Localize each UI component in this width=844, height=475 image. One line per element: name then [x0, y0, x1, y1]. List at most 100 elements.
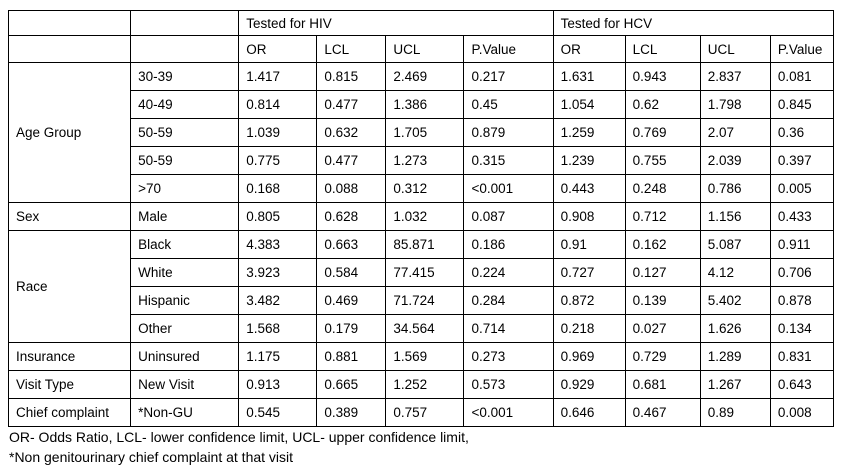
column-group-hiv: Tested for HIV: [238, 10, 554, 36]
cell-hcv-pvalue: 0.911: [769, 230, 835, 259]
subcategory-cell: Other: [130, 314, 240, 343]
col-header-hiv-or: OR: [238, 35, 318, 63]
cell-hcv-pvalue: 0.878: [769, 286, 835, 315]
cell-hiv-ucl: 1.252: [385, 370, 465, 399]
cell-hcv-or: 0.443: [552, 174, 626, 203]
cell-hiv-lcl: 0.815: [316, 62, 387, 91]
cell-hcv-lcl: 0.769: [624, 118, 701, 147]
cell-hcv-or: 0.908: [552, 202, 626, 231]
cell-hcv-ucl: 0.89: [699, 398, 771, 427]
cell-hcv-ucl: 1.798: [699, 90, 771, 119]
cell-hiv-ucl: 1.386: [385, 90, 465, 119]
cell-hcv-ucl: 1.156: [699, 202, 771, 231]
cell-hcv-ucl: 2.039: [699, 146, 771, 175]
cell-hcv-lcl: 0.62: [624, 90, 701, 119]
cell-hcv-lcl: 0.943: [624, 62, 701, 91]
cell-hiv-pvalue: 0.879: [463, 118, 554, 147]
cell-hiv-ucl: 34.564: [385, 314, 465, 343]
subcategory-cell: Black: [130, 230, 240, 259]
cell-hcv-ucl: 2.07: [699, 118, 771, 147]
cell-hiv-or: 0.775: [238, 146, 318, 175]
cell-hcv-or: 1.631: [552, 62, 626, 91]
table-row: Hispanic 3.482 0.469 71.724 0.284 0.872 …: [9, 286, 835, 315]
cell-hcv-pvalue: 0.008: [769, 398, 835, 427]
table-row: Insurance Uninsured 1.175 0.881 1.569 0.…: [7, 342, 835, 371]
cell-hiv-lcl: 0.179: [316, 314, 387, 343]
cell-hiv-lcl: 0.477: [316, 90, 387, 119]
table-row: 40-49 0.814 0.477 1.386 0.45 1.054 0.62 …: [9, 90, 835, 119]
cell-hcv-ucl: 5.402: [699, 286, 771, 315]
cell-hiv-pvalue: 0.273: [463, 342, 554, 371]
cell-hiv-pvalue: <0.001: [463, 398, 554, 427]
subcategory-cell: 50-59: [130, 118, 240, 147]
col-header-hcv-pvalue: P.Value: [769, 35, 835, 63]
cell-hiv-pvalue: 0.186: [463, 230, 554, 259]
cell-hiv-or: 0.168: [238, 174, 318, 203]
cell-hiv-ucl: 85.871: [385, 230, 465, 259]
cell-hcv-lcl: 0.127: [624, 258, 701, 287]
header-spacer-cell: [7, 10, 132, 36]
cell-hcv-ucl: 2.837: [699, 62, 771, 91]
category-cell-insurance: Insurance: [7, 342, 132, 371]
subcategory-cell: New Visit: [130, 370, 240, 399]
cell-hcv-or: 0.218: [552, 314, 626, 343]
subcategory-cell: Hispanic: [130, 286, 240, 315]
cell-hiv-or: 0.913: [238, 370, 318, 399]
header-spacer-cell: [7, 35, 132, 63]
cell-hcv-pvalue: 0.134: [769, 314, 835, 343]
cell-hcv-pvalue: 0.005: [769, 174, 835, 203]
cell-hiv-lcl: 0.632: [316, 118, 387, 147]
col-header-hiv-ucl: UCL: [385, 35, 465, 63]
cell-hcv-lcl: 0.755: [624, 146, 701, 175]
cell-hiv-pvalue: 0.217: [463, 62, 554, 91]
cell-hcv-lcl: 0.248: [624, 174, 701, 203]
subcategory-cell: White: [130, 258, 240, 287]
cell-hiv-pvalue: 0.45: [463, 90, 554, 119]
cell-hiv-ucl: 1.705: [385, 118, 465, 147]
subcategory-cell: Male: [130, 202, 240, 231]
cell-hcv-or: 0.969: [552, 342, 626, 371]
table-row: White 3.923 0.584 77.415 0.224 0.727 0.1…: [9, 258, 835, 287]
table-row: 50-59 0.775 0.477 1.273 0.315 1.239 0.75…: [9, 146, 835, 175]
cell-hiv-lcl: 0.584: [316, 258, 387, 287]
cell-hcv-pvalue: 0.845: [769, 90, 835, 119]
odds-ratio-table: Tested for HIV Tested for HCV OR LCL UCL…: [7, 10, 835, 427]
table-row: 50-59 1.039 0.632 1.705 0.879 1.259 0.76…: [9, 118, 835, 147]
cell-hiv-or: 3.482: [238, 286, 318, 315]
table-row: Age Group 30-39 1.417 0.815 2.469 0.217 …: [7, 62, 835, 203]
table-row: >70 0.168 0.088 0.312 <0.001 0.443 0.248…: [9, 174, 835, 203]
cell-hiv-lcl: 0.469: [316, 286, 387, 315]
cell-hcv-lcl: 0.681: [624, 370, 701, 399]
subcategory-cell: 30-39: [130, 62, 240, 91]
cell-hiv-lcl: 0.389: [316, 398, 387, 427]
subcategory-cell: >70: [130, 174, 240, 203]
cell-hcv-or: 0.646: [552, 398, 626, 427]
cell-hcv-or: 1.054: [552, 90, 626, 119]
subcategory-cell: Uninsured: [130, 342, 240, 371]
cell-hiv-ucl: 77.415: [385, 258, 465, 287]
footnote-abbreviations: OR- Odds Ratio, LCL- lower confidence li…: [9, 429, 469, 445]
table-row: Sex Male 0.805 0.628 1.032 0.087 0.908 0…: [7, 202, 835, 231]
cell-hcv-ucl: 1.626: [699, 314, 771, 343]
cell-hcv-pvalue: 0.433: [769, 202, 835, 231]
header-group-row: Tested for HIV Tested for HCV: [7, 10, 835, 36]
cell-hcv-lcl: 0.139: [624, 286, 701, 315]
subcategory-cell: 40-49: [130, 90, 240, 119]
cell-hiv-lcl: 0.628: [316, 202, 387, 231]
col-header-hcv-lcl: LCL: [624, 35, 701, 63]
cell-hcv-lcl: 0.712: [624, 202, 701, 231]
col-header-hcv-ucl: UCL: [699, 35, 771, 63]
cell-hiv-ucl: 0.757: [385, 398, 465, 427]
table-row: Chief complaint *Non-GU 0.545 0.389 0.75…: [7, 398, 835, 427]
cell-hcv-or: 0.91: [552, 230, 626, 259]
cell-hcv-lcl: 0.027: [624, 314, 701, 343]
cell-hiv-ucl: 0.312: [385, 174, 465, 203]
cell-hcv-pvalue: 0.706: [769, 258, 835, 287]
cell-hiv-or: 4.383: [238, 230, 318, 259]
table-row: Other 1.568 0.179 34.564 0.714 0.218 0.0…: [9, 314, 835, 343]
cell-hiv-pvalue: 0.284: [463, 286, 554, 315]
subcategory-cell: 50-59: [130, 146, 240, 175]
cell-hcv-or: 0.929: [552, 370, 626, 399]
col-header-hiv-pvalue: P.Value: [463, 35, 554, 63]
cell-hiv-ucl: 1.273: [385, 146, 465, 175]
